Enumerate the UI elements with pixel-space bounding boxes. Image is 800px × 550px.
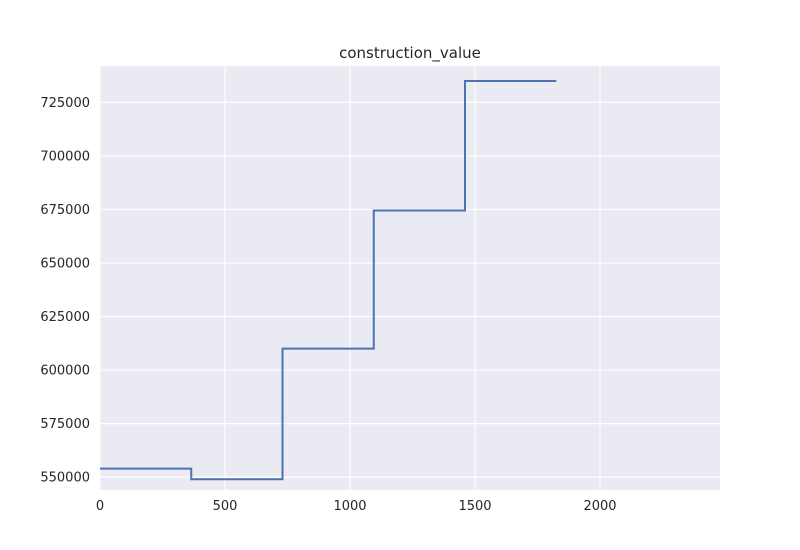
grid-lines <box>99 66 720 490</box>
y-tick-label: 550000 <box>40 471 90 486</box>
x-axis-ticks: 0 500 1000 1500 2000 <box>96 499 617 514</box>
x-tick-label: 1000 <box>333 499 366 514</box>
y-tick-label: 575000 <box>40 417 90 432</box>
y-tick-label: 675000 <box>40 203 90 218</box>
y-tick-label: 600000 <box>40 364 90 379</box>
chart-title: construction_value <box>339 44 481 63</box>
plot-background <box>100 66 720 490</box>
y-axis-ticks: 550000 575000 600000 625000 650000 675000 7000… <box>40 96 90 486</box>
x-tick-label: 2000 <box>583 499 616 514</box>
series-line <box>100 79 557 481</box>
y-tick-label: 725000 <box>40 96 90 111</box>
y-tick-label: 650000 <box>40 257 90 272</box>
x-tick-label: 500 <box>213 499 238 514</box>
x-tick-label: 0 <box>96 499 104 514</box>
x-tick-label: 1500 <box>458 499 491 514</box>
series-layer <box>100 79 557 481</box>
y-tick-label: 625000 <box>40 310 90 325</box>
y-tick-label: 700000 <box>40 149 90 164</box>
